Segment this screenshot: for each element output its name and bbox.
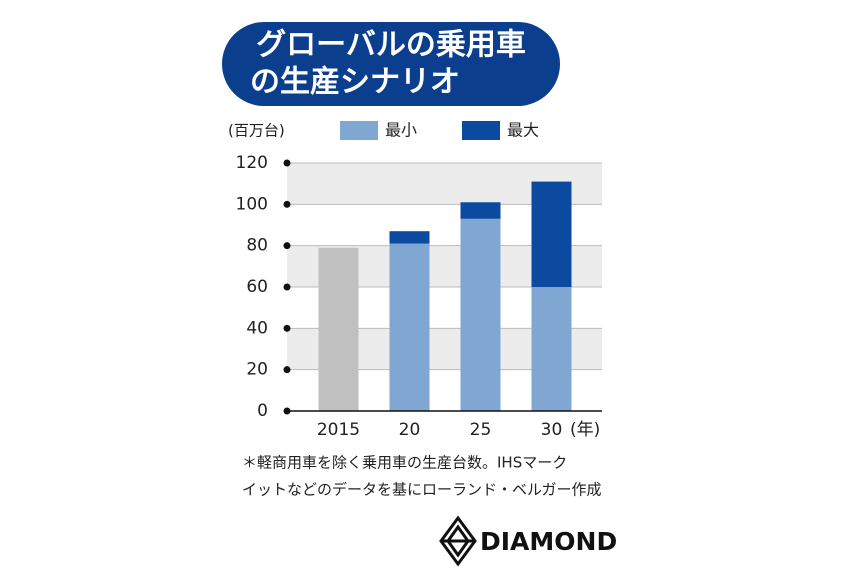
logo: DIAMOND: [480, 527, 617, 556]
tick-dot: [283, 366, 291, 374]
y-tick-label: 80: [246, 236, 268, 256]
chart-title: の生産シナリオ: [250, 65, 460, 100]
bar-segment: [318, 247, 359, 411]
bar-segment: [389, 243, 430, 411]
bar-segment: [531, 181, 572, 287]
tick-dot: [283, 200, 291, 208]
y-tick-label: 0: [257, 401, 268, 421]
bar-segment: [389, 231, 430, 244]
logo-icon: [439, 515, 477, 567]
legend-swatch: [462, 121, 500, 140]
bar-segment: [460, 202, 501, 219]
y-tick-label: 40: [246, 318, 268, 338]
title-pill: [222, 22, 560, 106]
y-tick-label: 100: [236, 194, 268, 214]
y-tick-label: 120: [236, 153, 268, 173]
tick-dot: [283, 324, 291, 332]
x-tick-label: 20: [399, 420, 421, 440]
x-axis-label: (年): [570, 420, 600, 440]
bar-segment: [531, 287, 572, 411]
y-tick-label: 60: [246, 277, 268, 297]
tick-dot: [283, 159, 291, 167]
legend-label: 最小: [385, 121, 417, 140]
legend-swatch: [340, 121, 378, 140]
tick-dot: [283, 242, 291, 250]
bar-segment: [460, 218, 501, 411]
chart-title: グローバルの乗用車: [256, 28, 526, 63]
x-tick-label: 30: [541, 420, 563, 440]
y-tick-label: 20: [246, 360, 268, 380]
tick-dot: [283, 283, 291, 291]
y-axis-label: (百万台): [228, 122, 285, 140]
x-tick-label: 25: [470, 420, 492, 440]
x-tick-label: 2015: [317, 420, 360, 440]
note: イットなどのデータを基にローランド・ベルガー作成: [242, 481, 602, 499]
note: ＊軽商用車を除く乗用車の生産台数。IHSマーク: [242, 454, 567, 472]
legend-label: 最大: [507, 121, 539, 140]
